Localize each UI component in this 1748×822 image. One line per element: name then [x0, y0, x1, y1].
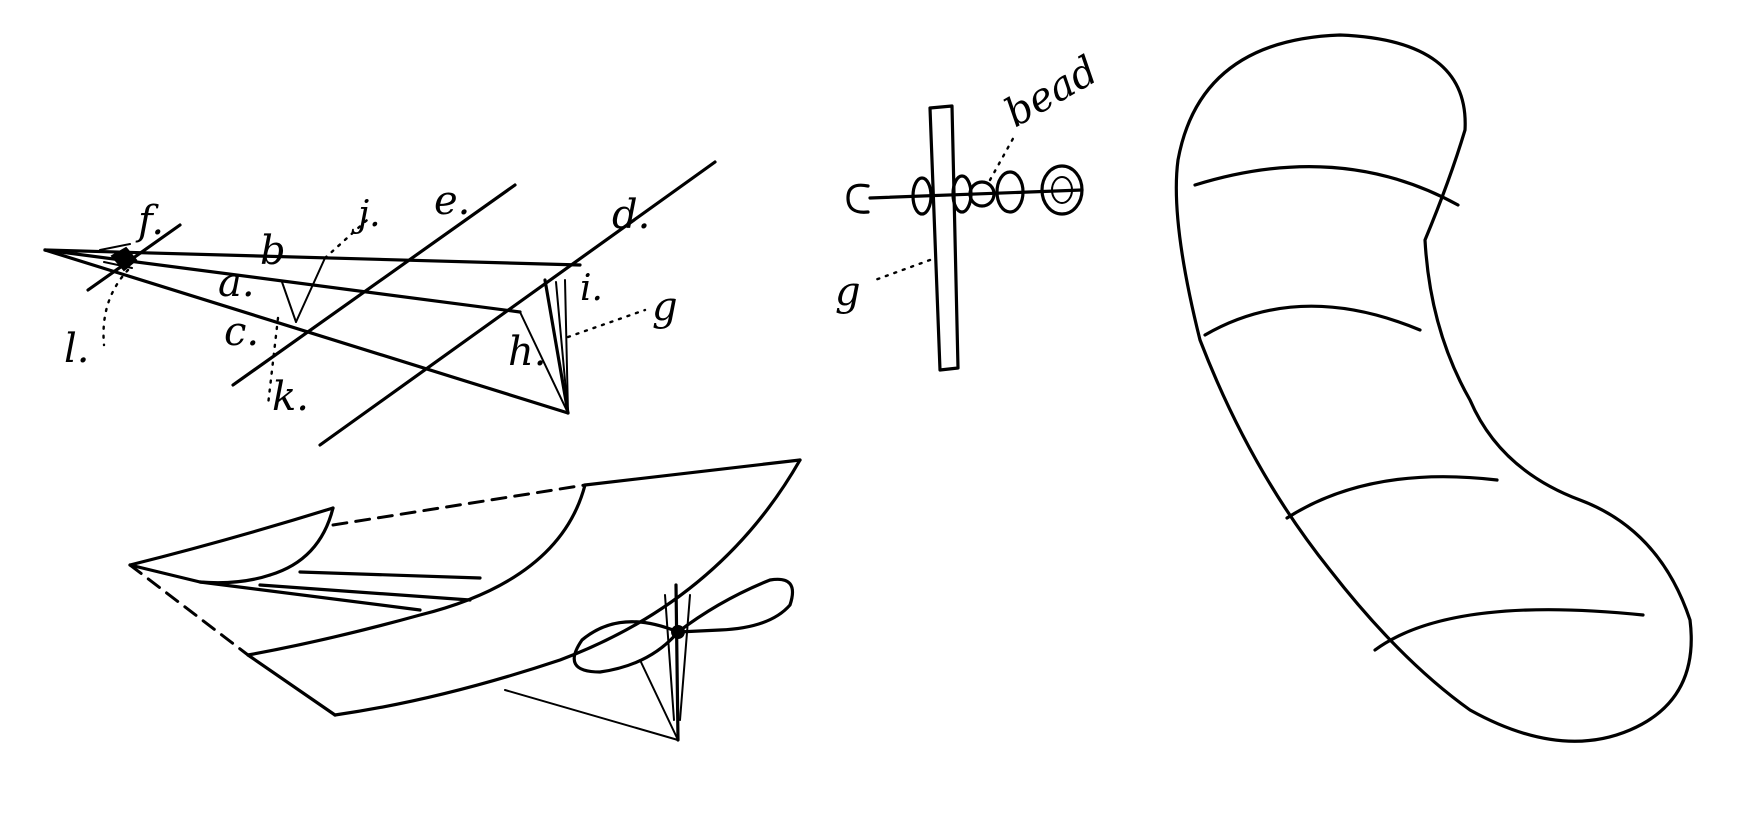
- brace-mid-2: [295, 257, 326, 323]
- bead-sphere: [968, 180, 996, 208]
- rear-wing-tip: [246, 653, 337, 717]
- leader-l: [102, 268, 130, 347]
- washer-1: [911, 176, 933, 216]
- leader-g: [566, 308, 647, 339]
- brace-rear-2: [555, 281, 569, 414]
- label-d: d.: [612, 192, 650, 238]
- leader-bead: [988, 133, 1017, 182]
- wing-rib-2: [1203, 304, 1422, 337]
- rod-b: [43, 248, 582, 267]
- frame-diagram: f. b a. c. l. k. j. e. d. i. g h.: [43, 160, 717, 447]
- label-b: b: [260, 228, 286, 274]
- hidden-edge-left: [128, 563, 250, 657]
- prop-mast: [674, 583, 680, 742]
- washer-3: [995, 170, 1025, 214]
- rear-wing-trailing: [333, 458, 802, 717]
- label-e: e.: [434, 178, 470, 224]
- leader-j: [323, 218, 369, 260]
- assembled-model: [128, 458, 802, 742]
- label-a: a.: [218, 260, 255, 306]
- front-wing-rib-3: [298, 570, 482, 580]
- rear-wing-top: [583, 458, 802, 487]
- rod-c: [43, 248, 570, 415]
- brace-mid-1: [281, 281, 297, 323]
- upright-stick: [928, 104, 960, 372]
- prop-brace-2: [679, 594, 691, 721]
- label-f: f.: [135, 198, 164, 244]
- wing-outline: [1174, 33, 1693, 743]
- propeller-blade-right: [676, 577, 795, 634]
- propeller-blade-left: [572, 620, 680, 674]
- leader-k: [266, 316, 280, 407]
- brace-rear-3: [564, 279, 569, 414]
- shaft: [868, 188, 1084, 200]
- label-c: c.: [224, 309, 259, 355]
- propeller-hub: [671, 625, 685, 639]
- front-wing-top: [128, 506, 335, 567]
- rear-wing-leading: [246, 483, 587, 657]
- label-g-shaft: g: [835, 269, 861, 315]
- label-l: l.: [64, 326, 90, 372]
- brace-rear-4: [519, 311, 569, 414]
- label-bead: bead: [997, 47, 1106, 136]
- curved-wing-surface: [1174, 33, 1693, 743]
- end-cap-inner: [1051, 176, 1073, 204]
- leader-g-shaft: [873, 258, 932, 282]
- hidden-edge-top: [331, 483, 587, 527]
- wing-rib-3: [1285, 475, 1499, 520]
- label-j: j.: [351, 194, 381, 235]
- end-cap: [1040, 164, 1084, 216]
- cross-bar-d: [318, 160, 717, 447]
- wing-rib-4: [1373, 608, 1645, 652]
- lower-rod: [504, 689, 679, 741]
- front-wing-rib-2: [258, 583, 472, 602]
- propeller-shaft-detail: bead g: [835, 47, 1106, 372]
- label-k: k.: [272, 374, 309, 420]
- cross-bar-e: [231, 183, 517, 387]
- front-wing-curl: [268, 506, 335, 577]
- prop-brace-1: [664, 594, 675, 721]
- brace-rod: [639, 659, 679, 741]
- label-i: i.: [580, 268, 603, 309]
- nose-wrap: [99, 243, 133, 269]
- label-g: g: [652, 284, 678, 330]
- wing-rib-1: [1193, 164, 1460, 207]
- front-wing-rib-1: [198, 580, 422, 612]
- shaft-hook: [846, 183, 870, 214]
- brace-rear-1: [543, 278, 570, 415]
- label-h: h.: [508, 329, 546, 375]
